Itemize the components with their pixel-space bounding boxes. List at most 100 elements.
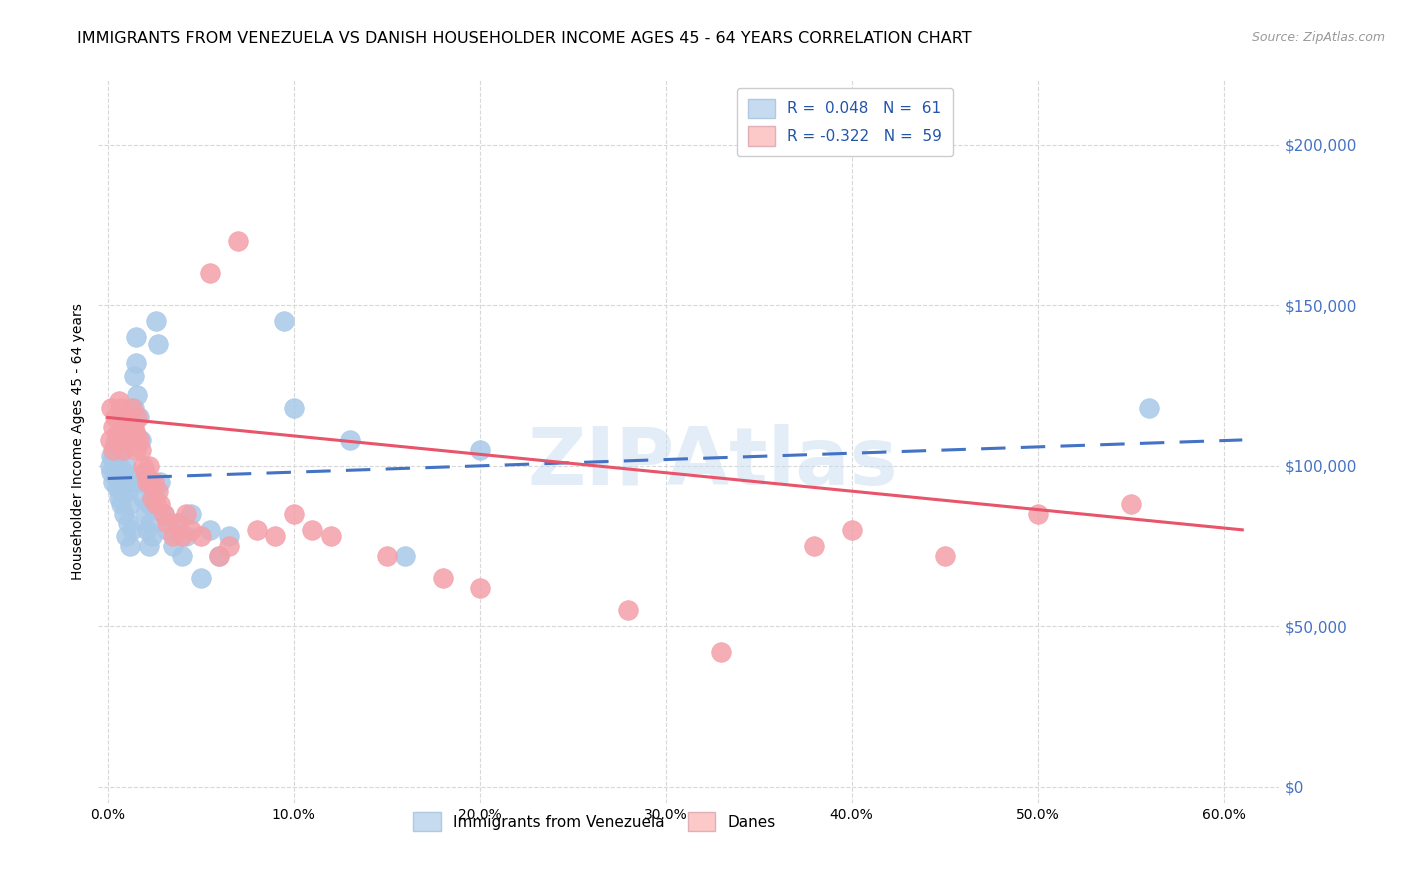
Point: [432, 571, 454, 585]
Point: [145, 314, 167, 328]
Point: [124, 330, 146, 344]
Point: [803, 539, 825, 553]
Point: [104, 410, 127, 425]
Point: [108, 394, 131, 409]
Point: [105, 426, 128, 441]
Point: [174, 529, 197, 543]
Point: [190, 529, 212, 543]
Point: [156, 523, 179, 537]
Point: [934, 549, 956, 563]
Point: [218, 539, 240, 553]
Point: [100, 401, 122, 415]
Point: [841, 523, 863, 537]
Point: [375, 549, 398, 563]
Point: [152, 507, 174, 521]
Point: [149, 497, 172, 511]
Point: [98, 458, 121, 473]
Point: [114, 465, 136, 479]
Point: [98, 433, 121, 447]
Point: [141, 491, 163, 505]
Point: [167, 516, 190, 531]
Point: [105, 481, 128, 495]
Point: [198, 523, 221, 537]
Point: [105, 433, 128, 447]
Point: [104, 436, 127, 450]
Point: [394, 549, 416, 563]
Point: [117, 516, 139, 531]
Point: [135, 523, 157, 537]
Point: [172, 529, 194, 543]
Point: [104, 468, 127, 483]
Point: [226, 234, 249, 248]
Point: [139, 516, 162, 531]
Legend: Immigrants from Venezuela, Danes: Immigrants from Venezuela, Danes: [402, 801, 786, 842]
Point: [1137, 401, 1160, 415]
Point: [128, 433, 150, 447]
Point: [264, 529, 287, 543]
Point: [134, 507, 156, 521]
Point: [118, 539, 141, 553]
Point: [138, 539, 160, 553]
Point: [100, 465, 122, 479]
Point: [156, 516, 179, 531]
Point: [174, 507, 197, 521]
Point: [283, 401, 305, 415]
Point: [198, 266, 221, 280]
Point: [115, 410, 138, 425]
Point: [108, 458, 131, 473]
Point: [190, 571, 212, 585]
Point: [273, 314, 295, 328]
Point: [103, 442, 125, 457]
Point: [118, 497, 141, 511]
Y-axis label: Householder Income Ages 45 - 64 years: Householder Income Ages 45 - 64 years: [72, 303, 86, 580]
Point: [122, 420, 145, 434]
Point: [218, 529, 240, 543]
Point: [180, 523, 202, 537]
Point: [145, 497, 167, 511]
Point: [110, 497, 132, 511]
Point: [135, 475, 157, 489]
Point: [1119, 497, 1142, 511]
Point: [110, 475, 132, 489]
Point: [143, 475, 166, 489]
Point: [146, 336, 169, 351]
Point: [117, 426, 139, 441]
Point: [132, 458, 155, 473]
Point: [1026, 507, 1049, 521]
Point: [127, 410, 149, 425]
Point: [138, 497, 160, 511]
Point: [167, 516, 190, 531]
Point: [468, 442, 491, 457]
Point: [114, 507, 136, 521]
Point: [129, 442, 152, 457]
Point: [111, 442, 134, 457]
Text: IMMIGRANTS FROM VENEZUELA VS DANISH HOUSEHOLDER INCOME AGES 45 - 64 YEARS CORREL: IMMIGRANTS FROM VENEZUELA VS DANISH HOUS…: [77, 31, 972, 46]
Text: ZIPAtlas: ZIPAtlas: [527, 425, 898, 502]
Point: [162, 529, 184, 543]
Point: [141, 529, 163, 543]
Point: [468, 581, 491, 595]
Point: [162, 539, 184, 553]
Point: [319, 529, 342, 543]
Point: [121, 523, 143, 537]
Point: [138, 458, 160, 473]
Point: [208, 549, 231, 563]
Point: [180, 507, 202, 521]
Point: [127, 388, 149, 402]
Point: [114, 433, 136, 447]
Point: [283, 507, 305, 521]
Point: [129, 433, 152, 447]
Point: [122, 368, 145, 383]
Point: [339, 433, 361, 447]
Point: [172, 549, 194, 563]
Point: [117, 484, 139, 499]
Point: [118, 433, 141, 447]
Point: [139, 475, 162, 489]
Point: [710, 645, 733, 659]
Point: [149, 475, 172, 489]
Point: [103, 475, 125, 489]
Point: [121, 401, 143, 415]
Point: [100, 449, 122, 463]
Point: [245, 523, 267, 537]
Point: [108, 491, 131, 505]
